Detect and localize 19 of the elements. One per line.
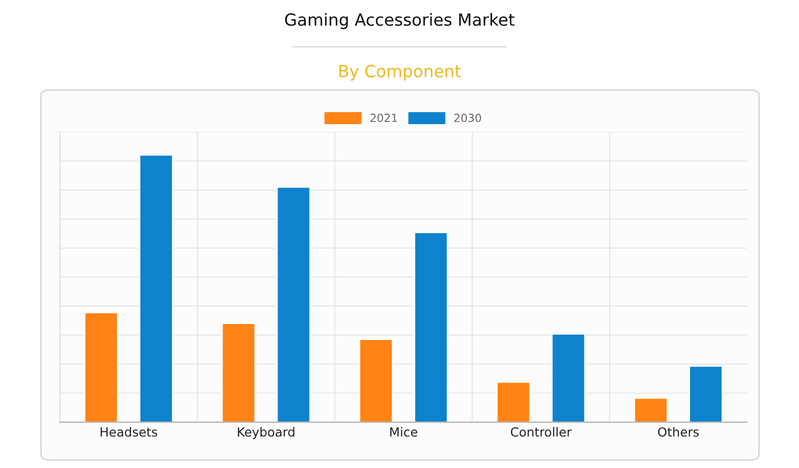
legend-label: 2030 [454, 114, 482, 122]
chart-subtitle: By Component [339, 64, 461, 81]
bar [138, 154, 174, 422]
x-tick-label: Keyboard [238, 426, 294, 440]
x-tick-label: Headsets [100, 426, 158, 437]
bar [84, 312, 118, 422]
bar [688, 365, 724, 422]
chart-title: Gaming Accessories Market [285, 12, 514, 30]
bar [496, 381, 531, 422]
bar [276, 186, 311, 422]
legend-label: 2021 [370, 114, 397, 122]
bar [634, 397, 668, 422]
x-tick-label: Mice [390, 426, 418, 437]
bar [358, 338, 394, 422]
x-tick-label: Controller [510, 426, 572, 437]
bar [551, 333, 586, 422]
x-tick-label: Others [658, 426, 699, 437]
bar [221, 322, 256, 422]
bar [414, 232, 448, 422]
